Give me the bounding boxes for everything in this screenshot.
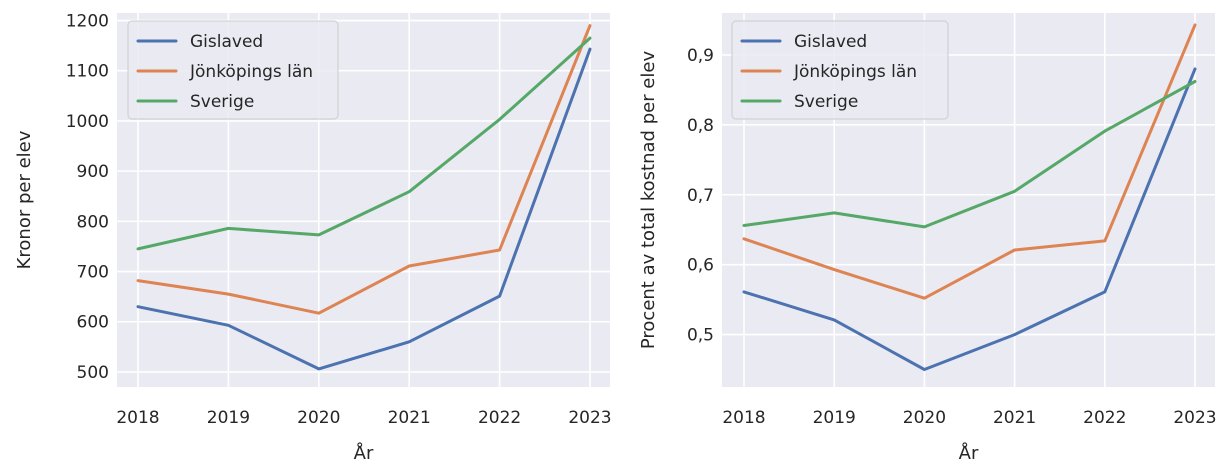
- x-tick-label: 2021: [993, 408, 1036, 428]
- x-tick-label: 2021: [388, 408, 431, 428]
- series-line-j-nk-pings-l-n: [742, 23, 1197, 300]
- series-line-gislaved: [742, 67, 1197, 371]
- legend-entry: Jönköpings län: [189, 62, 313, 82]
- legend: Gislaved Jönköpings län Sverige: [731, 20, 949, 120]
- series-line-gislaved: [136, 47, 592, 371]
- legend-box: [731, 20, 949, 120]
- legend-entry: Sverige: [190, 92, 254, 112]
- y-tick-label: 0,6: [687, 256, 714, 276]
- x-tick-label: 2023: [568, 408, 611, 428]
- y-tick-label: 700: [77, 263, 109, 283]
- y-tick-label: 600: [77, 313, 109, 333]
- y-axis-label: Procent av total kostnad per elev: [638, 51, 659, 350]
- x-tick-label: 2022: [478, 408, 521, 428]
- y-tick-label: 0,7: [687, 186, 714, 206]
- legend-entry: Gislaved: [794, 32, 867, 52]
- y-tick-label: 1200: [66, 12, 109, 32]
- x-tick-label: 2018: [116, 408, 159, 428]
- chart-kronor-per-elev: 2018 2019 2020 2021 2022 2023 500 600 700 800 900 1…: [14, 12, 612, 461]
- series-line-sverige: [742, 80, 1197, 229]
- x-tick-label: 2018: [722, 408, 765, 428]
- x-tick-label: 2019: [813, 408, 856, 428]
- x-tick-label: 2022: [1083, 408, 1126, 428]
- legend-entry: Gislaved: [190, 32, 263, 52]
- x-tick-label: 2020: [297, 408, 340, 428]
- x-axis-label: År: [959, 442, 979, 461]
- y-tick-label: 0,5: [687, 326, 714, 346]
- y-tick-label: 1100: [66, 62, 109, 82]
- series-line-j-nk-pings-l-n: [136, 24, 592, 315]
- y-tick-label: 500: [77, 363, 109, 383]
- y-tick-label: 900: [77, 162, 109, 182]
- chart-procent-av-total-kostnad: 2018 2019 2020 2021 2022 2023 0,5 0,6 0,7 0,8 0,9 Å…: [638, 13, 1217, 461]
- y-tick-label: 1000: [66, 112, 109, 132]
- series-line-sverige: [136, 36, 592, 251]
- x-tick-label: 2023: [1173, 408, 1216, 428]
- legend-entry: Jönköpings län: [793, 62, 917, 82]
- y-tick-label: 0,9: [687, 46, 714, 66]
- legend-entry: Sverige: [794, 92, 858, 112]
- y-axis-label: Kronor per elev: [14, 130, 35, 269]
- x-tick-label: 2019: [207, 408, 250, 428]
- y-tick-label: 0,8: [687, 116, 714, 136]
- legend-box: [127, 20, 339, 120]
- y-tick-label: 800: [77, 212, 109, 232]
- legend: Gislaved Jönköpings län Sverige: [127, 20, 339, 120]
- x-tick-label: 2020: [903, 408, 946, 428]
- x-axis-label: År: [354, 442, 374, 461]
